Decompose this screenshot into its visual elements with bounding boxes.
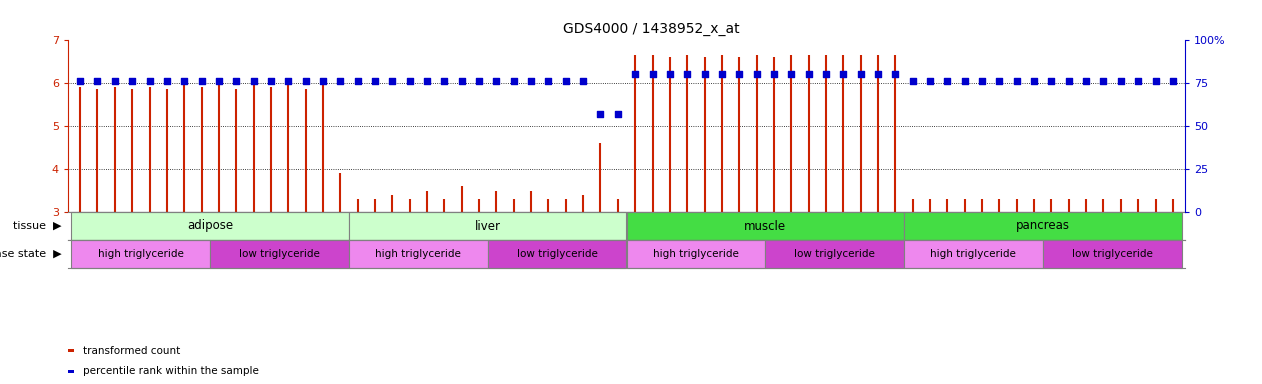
- Text: GDS4000 / 1438952_x_at: GDS4000 / 1438952_x_at: [563, 22, 740, 36]
- Bar: [350, 212, 626, 240]
- Text: transformed count: transformed count: [83, 346, 180, 356]
- Bar: [626, 240, 765, 268]
- Point: [382, 78, 403, 84]
- Point: [434, 78, 454, 84]
- Point: [694, 71, 714, 78]
- Point: [208, 78, 228, 84]
- Point: [954, 78, 974, 84]
- Point: [278, 78, 298, 84]
- Point: [920, 78, 940, 84]
- Point: [416, 78, 437, 84]
- Point: [799, 71, 819, 78]
- Point: [139, 78, 159, 84]
- Point: [678, 71, 698, 78]
- Point: [347, 78, 367, 84]
- Bar: [626, 212, 904, 240]
- Point: [365, 78, 385, 84]
- Point: [972, 78, 992, 84]
- Point: [521, 78, 541, 84]
- Point: [573, 78, 593, 84]
- Point: [504, 78, 524, 84]
- Point: [174, 78, 194, 84]
- Point: [1007, 78, 1027, 84]
- Point: [902, 78, 923, 84]
- Bar: [72, 240, 211, 268]
- Point: [764, 71, 784, 78]
- Point: [486, 78, 506, 84]
- Point: [122, 78, 143, 84]
- Point: [400, 78, 420, 84]
- Point: [331, 78, 351, 84]
- Point: [989, 78, 1010, 84]
- Text: high triglyceride: high triglyceride: [98, 249, 184, 259]
- Text: low triglyceride: low triglyceride: [516, 249, 598, 259]
- Point: [192, 78, 212, 84]
- Text: liver: liver: [475, 220, 501, 232]
- Bar: [72, 212, 350, 240]
- Point: [747, 71, 767, 78]
- Bar: [211, 240, 350, 268]
- Point: [833, 71, 853, 78]
- Text: low triglyceride: low triglyceride: [794, 249, 875, 259]
- Point: [261, 78, 281, 84]
- Point: [244, 78, 264, 84]
- Text: high triglyceride: high triglyceride: [652, 249, 738, 259]
- Point: [729, 71, 750, 78]
- Point: [591, 111, 611, 117]
- Bar: [350, 240, 487, 268]
- Point: [660, 71, 680, 78]
- Point: [469, 78, 490, 84]
- Point: [1023, 78, 1044, 84]
- Point: [1128, 78, 1148, 84]
- Point: [1041, 78, 1061, 84]
- Bar: [487, 240, 626, 268]
- Text: disease state  ▶: disease state ▶: [0, 249, 62, 259]
- Point: [539, 78, 559, 84]
- Text: muscle: muscle: [745, 220, 786, 232]
- Text: low triglyceride: low triglyceride: [1071, 249, 1152, 259]
- Bar: [904, 212, 1181, 240]
- Point: [642, 71, 663, 78]
- Point: [313, 78, 333, 84]
- Point: [885, 71, 905, 78]
- Point: [1076, 78, 1097, 84]
- Text: pancreas: pancreas: [1016, 220, 1070, 232]
- Text: low triglyceride: low triglyceride: [240, 249, 321, 259]
- Point: [1059, 78, 1079, 84]
- Text: high triglyceride: high triglyceride: [930, 249, 1016, 259]
- Point: [105, 78, 125, 84]
- Point: [1093, 78, 1113, 84]
- Point: [938, 78, 958, 84]
- Text: tissue  ▶: tissue ▶: [13, 221, 62, 231]
- Bar: [1042, 240, 1181, 268]
- Point: [226, 78, 246, 84]
- Point: [1111, 78, 1131, 84]
- Text: adipose: adipose: [187, 220, 233, 232]
- Point: [452, 78, 472, 84]
- Bar: [765, 240, 904, 268]
- Point: [1146, 78, 1166, 84]
- Point: [868, 71, 888, 78]
- Point: [815, 71, 835, 78]
- Bar: [904, 240, 1042, 268]
- Point: [295, 78, 316, 84]
- Point: [1162, 78, 1182, 84]
- Text: high triglyceride: high triglyceride: [375, 249, 462, 259]
- Point: [87, 78, 107, 84]
- Point: [608, 111, 628, 117]
- Point: [781, 71, 801, 78]
- Point: [71, 78, 91, 84]
- Point: [712, 71, 732, 78]
- Point: [851, 71, 871, 78]
- Point: [625, 71, 645, 78]
- Point: [156, 78, 177, 84]
- Text: percentile rank within the sample: percentile rank within the sample: [83, 366, 259, 376]
- Point: [555, 78, 575, 84]
